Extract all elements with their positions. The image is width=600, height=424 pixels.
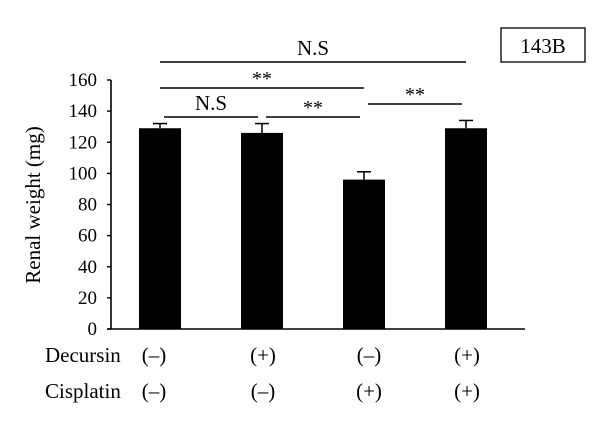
y-tick-label: 120 [69,132,98,153]
y-tick-label: 100 [69,163,98,184]
y-tick-label: 80 [78,195,97,216]
significance-label: ** [303,97,323,119]
treatment-row-label: Cisplatin [45,379,121,403]
treatment-value: (+) [356,379,382,403]
y-tick-label: 160 [69,70,98,91]
bar [343,179,385,329]
treatment-value: (+) [454,379,480,403]
bar [139,128,181,329]
significance-label: N.S [297,36,329,60]
treatment-value: (–) [142,379,167,403]
y-tick-label: 40 [78,257,97,278]
significance-annotations: N.S ** N.S ** ** [160,36,466,119]
treatment-value: (+) [250,343,276,367]
treatment-value: (+) [454,343,480,367]
y-axis-label: Renal weight (mg) [21,126,45,283]
bar [241,132,283,329]
significance-label: ** [405,84,425,106]
panel-label: 143B [520,34,566,58]
treatment-value: (–) [357,343,382,367]
significance-label: N.S [195,91,227,115]
bar [445,128,487,329]
y-tick-label: 140 [69,101,98,122]
treatment-row-label: Decursin [45,343,121,367]
y-tick-label: 60 [78,226,97,247]
significance-label: ** [252,68,272,90]
y-tick-label: 0 [88,319,98,340]
bars [139,119,487,329]
panel-label-box [500,27,586,63]
treatment-value: (–) [142,343,167,367]
treatment-value: (–) [251,379,276,403]
y-tick-label: 20 [78,288,97,309]
treatment-rows: Decursin (–) (+) (–) (+) Cisplatin (–) (–) (+) (+… [45,343,480,403]
